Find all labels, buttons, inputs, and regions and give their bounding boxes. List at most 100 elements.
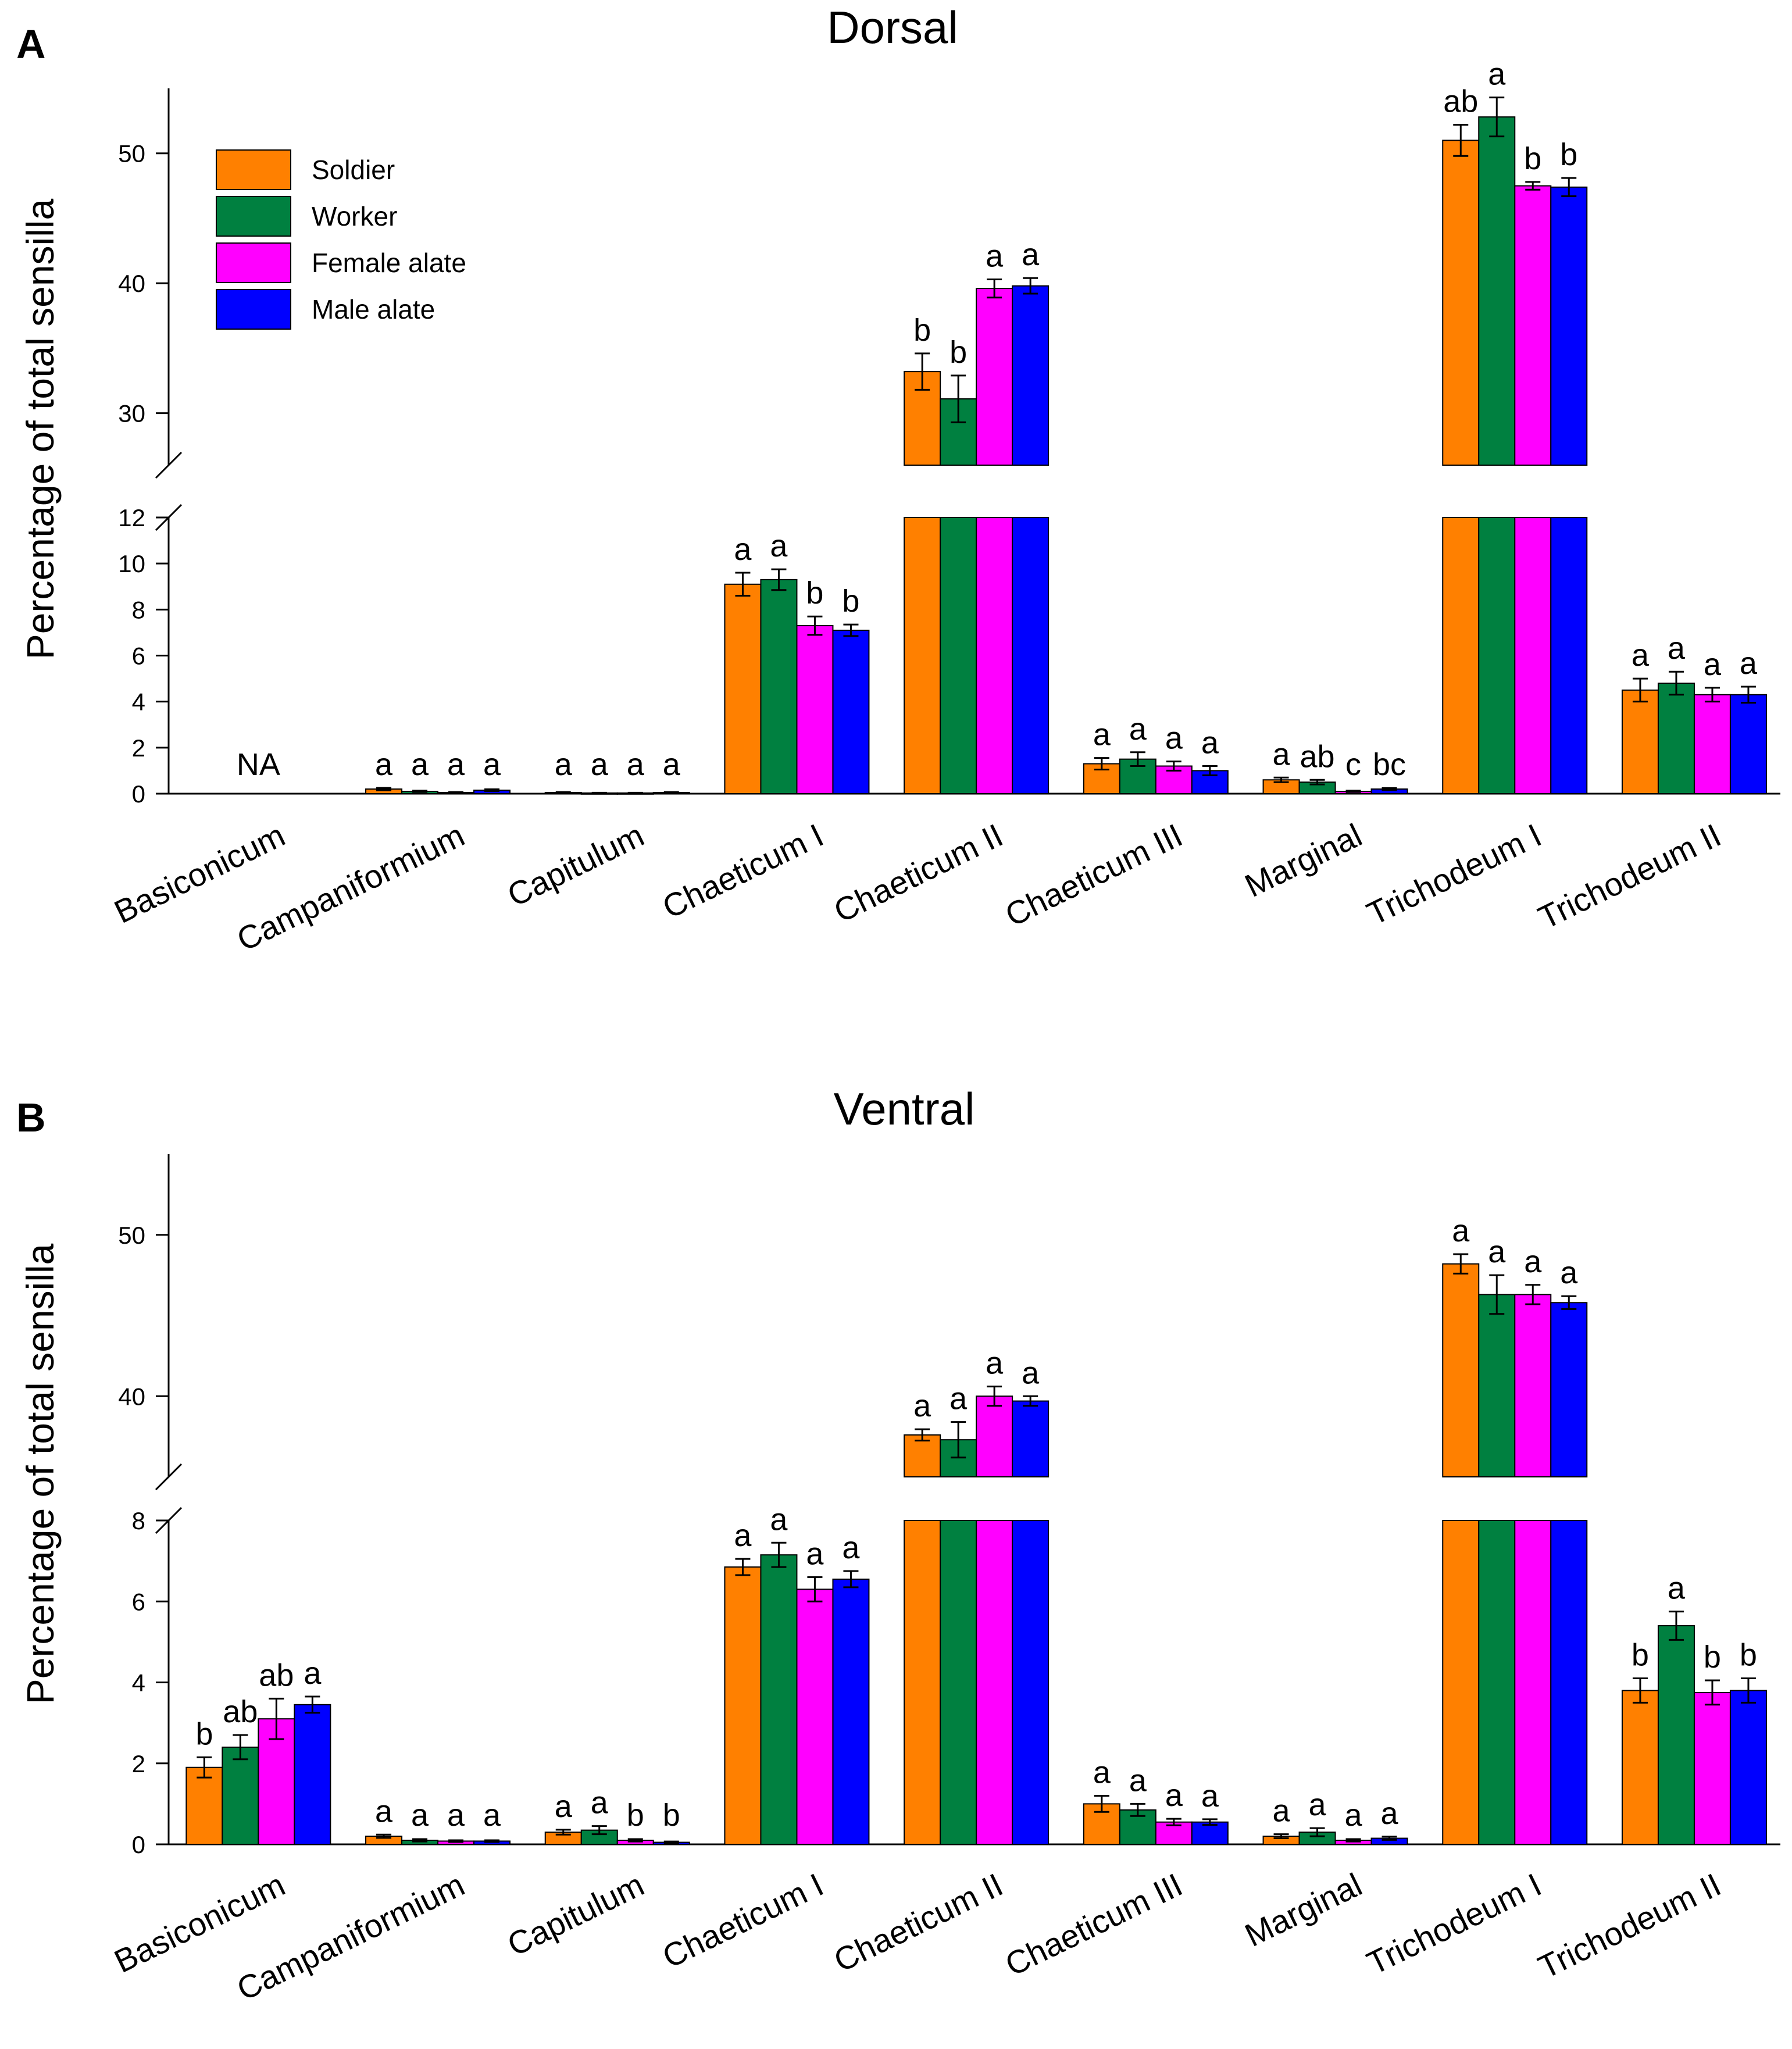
significance-label: c <box>1345 747 1361 782</box>
significance-label: a <box>555 1789 573 1824</box>
bar-chaeticum-ii-female-alate-lower <box>976 517 1013 794</box>
legend-label-worker: Worker <box>312 201 397 231</box>
legend-swatch-female-alate <box>216 242 291 283</box>
significance-label: a <box>1093 1755 1111 1790</box>
x-tick-label-trichodeum-ii: Trichodeum II <box>1533 1866 1726 1986</box>
significance-label: b <box>1740 1638 1757 1673</box>
bar-trichodeum-i-worker-lower <box>1478 517 1516 794</box>
significance-label: a <box>1129 1763 1147 1798</box>
significance-label: a <box>1165 721 1183 756</box>
significance-label: a <box>1452 1213 1470 1248</box>
bar-chaeticum-ii-worker-lower <box>940 1520 977 1845</box>
bar-trichodeum-i-male-alate-upper <box>1550 186 1588 466</box>
x-tick-label-chaeticum-iii: Chaeticum III <box>999 1866 1188 1983</box>
significance-label: b <box>1560 137 1577 172</box>
significance-label: b <box>663 1798 680 1833</box>
y-tick-label: 4 <box>132 688 145 716</box>
x-tick-label-trichodeum-i: Trichodeum I <box>1361 816 1547 932</box>
y-tick-label: 40 <box>118 1383 145 1410</box>
bar-chaeticum-ii-female-alate-lower <box>976 1520 1013 1845</box>
y-tick-label: 2 <box>132 734 145 762</box>
legend-swatch-male-alate <box>216 289 291 330</box>
significance-label: a <box>591 1786 609 1820</box>
significance-label: a <box>1022 1355 1040 1390</box>
y-tick-label: 4 <box>132 1669 145 1697</box>
bar-trichodeum-i-worker-upper <box>1478 1294 1516 1478</box>
x-tick-label-capitulum: Capitulum <box>502 1866 649 1963</box>
significance-label: a <box>1022 237 1040 272</box>
significance-label: a <box>770 1502 788 1537</box>
legend-label-male-alate: Male alate <box>312 294 435 324</box>
bar-trichodeum-ii-worker <box>1657 1625 1695 1845</box>
significance-label: b <box>1704 1640 1721 1675</box>
significance-label: a <box>1632 638 1650 673</box>
y-tick-label: 50 <box>118 1222 145 1249</box>
significance-label: ab <box>1443 84 1478 119</box>
bar-trichodeum-i-soldier-lower <box>1442 1520 1480 1845</box>
x-tick-label-trichodeum-ii: Trichodeum II <box>1533 816 1726 936</box>
significance-label: a <box>1093 717 1111 752</box>
y-tick-label: 40 <box>118 270 145 297</box>
legend-label-soldier: Soldier <box>312 155 395 185</box>
bar-basiconicum-soldier <box>185 1766 223 1845</box>
bar-chaeticum-ii-male-alate-upper <box>1012 285 1050 466</box>
significance-label: a <box>1381 1796 1399 1831</box>
bar-trichodeum-ii-worker <box>1657 683 1695 794</box>
panel-b-ylabel: Percentage of total sensilla <box>19 1243 62 1704</box>
bar-capitulum-worker <box>580 1829 618 1845</box>
significance-label: a <box>411 1798 429 1833</box>
significance-label: a <box>627 747 645 782</box>
bar-basiconicum-male-alate <box>294 1704 331 1845</box>
legend-label-female-alate: Female alate <box>312 248 466 278</box>
significance-label: b <box>806 576 823 611</box>
legend-swatch-soldier <box>216 149 291 190</box>
panel-a-letter: A <box>16 22 46 67</box>
significance-label: a <box>663 747 681 782</box>
bar-trichodeum-ii-male-alate <box>1729 694 1767 794</box>
significance-label: a <box>1273 737 1291 772</box>
significance-label: a <box>986 1346 1004 1381</box>
significance-label: ab <box>259 1658 294 1693</box>
bar-trichodeum-ii-soldier <box>1621 689 1659 794</box>
bar-chaeticum-i-male-alate <box>832 1578 870 1845</box>
x-tick-label-chaeticum-ii: Chaeticum II <box>828 1866 1008 1979</box>
bar-chaeticum-ii-male-alate-lower <box>1012 517 1050 794</box>
panel-a-title: Dorsal <box>827 2 958 53</box>
significance-label: a <box>806 1536 824 1571</box>
significance-label: a <box>770 529 788 563</box>
significance-label: a <box>1165 1778 1183 1813</box>
bar-chaeticum-i-soldier <box>724 583 762 795</box>
significance-label: a <box>1704 647 1722 682</box>
significance-label: b <box>627 1798 644 1833</box>
y-tick-label: 6 <box>132 642 145 670</box>
bar-chaeticum-i-male-alate <box>832 629 870 795</box>
bar-trichodeum-ii-female-alate <box>1693 1691 1731 1845</box>
significance-label: a <box>1488 1234 1506 1269</box>
x-tick-label-marginal: Marginal <box>1239 1866 1368 1954</box>
significance-label: a <box>1668 1571 1686 1606</box>
y-tick-label: 0 <box>132 1831 145 1858</box>
y-tick-label: 6 <box>132 1588 145 1615</box>
panel-a-ylabel: Percentage of total sensilla <box>19 198 62 659</box>
significance-label: b <box>1524 141 1541 176</box>
significance-label: a <box>411 747 429 782</box>
significance-label: a <box>1201 726 1219 761</box>
significance-label: a <box>1488 57 1506 92</box>
bar-trichodeum-ii-soldier <box>1621 1690 1659 1845</box>
bar-trichodeum-i-worker-lower <box>1478 1520 1516 1845</box>
bar-trichodeum-i-female-alate-upper <box>1514 1294 1552 1478</box>
bar-chaeticum-i-soldier <box>724 1566 762 1845</box>
significance-label: a <box>949 1382 968 1416</box>
significance-label: a <box>447 747 465 782</box>
bar-trichodeum-i-male-alate-lower <box>1550 1520 1588 1845</box>
significance-label: a <box>375 1794 393 1829</box>
significance-label: a <box>1345 1798 1363 1833</box>
bar-chaeticum-iii-male-alate <box>1191 1821 1229 1845</box>
significance-label: ab <box>1300 739 1335 774</box>
bar-trichodeum-i-soldier-upper <box>1442 1263 1480 1477</box>
bar-chaeticum-i-worker <box>760 579 798 794</box>
bar-trichodeum-i-female-alate-lower <box>1514 1520 1552 1845</box>
